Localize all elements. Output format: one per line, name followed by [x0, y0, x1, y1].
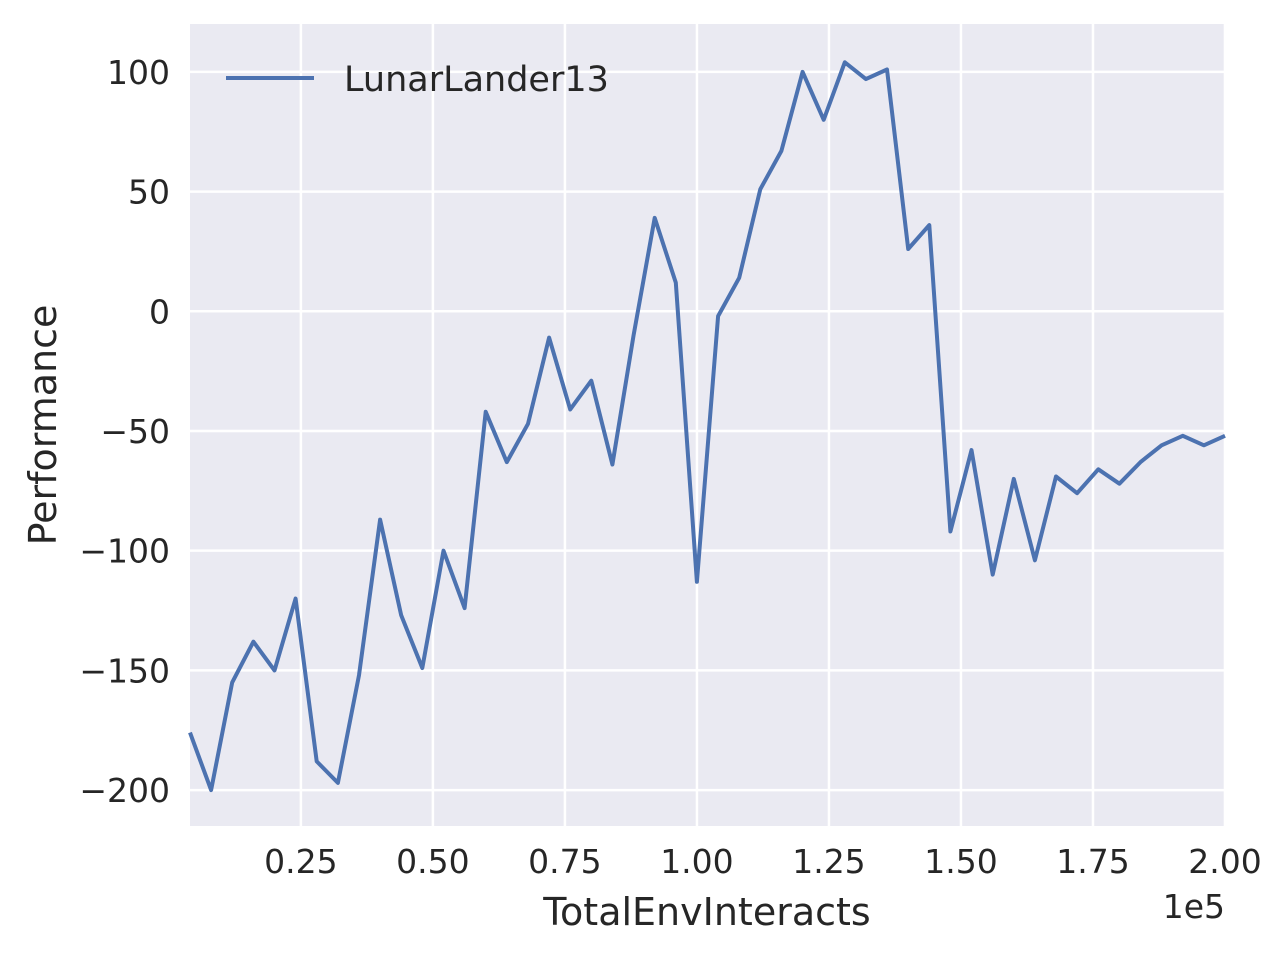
x-tick-label: 0.25 — [264, 842, 337, 881]
y-tick-label: −150 — [79, 651, 170, 690]
legend-label-lunarlander13: LunarLander13 — [344, 60, 609, 100]
x-tick-label: 1.00 — [660, 842, 733, 881]
y-axis-title: Performance — [21, 305, 65, 546]
series-line-lunarlander13 — [188, 60, 1226, 793]
x-tick-labels: 0.25 0.50 0.75 1.00 1.25 1.50 1.75 2.00 — [264, 842, 1262, 881]
grid-lines — [190, 24, 1227, 826]
x-axis-title: TotalEnvInteracts — [542, 890, 870, 934]
y-tick-label: 0 — [149, 292, 170, 331]
x-tick-label: 2.00 — [1188, 842, 1261, 881]
y-tick-label: −50 — [100, 412, 170, 451]
x-tick-label: 0.75 — [528, 842, 601, 881]
x-tick-label: 1.25 — [792, 842, 865, 881]
x-axis-multiplier: 1e5 — [1163, 887, 1225, 926]
legend: LunarLander13 — [226, 60, 609, 100]
x-tick-label: 1.75 — [1056, 842, 1129, 881]
x-tick-label: 1.50 — [924, 842, 997, 881]
x-tick-label: 0.50 — [396, 842, 469, 881]
y-tick-label: −100 — [79, 532, 170, 571]
y-tick-labels: 100 50 0 −50 −100 −150 −200 — [79, 53, 170, 810]
y-tick-label: 100 — [107, 53, 170, 92]
series-layer — [188, 60, 1226, 793]
y-tick-label: −200 — [79, 771, 170, 810]
y-tick-label: 50 — [128, 173, 170, 212]
